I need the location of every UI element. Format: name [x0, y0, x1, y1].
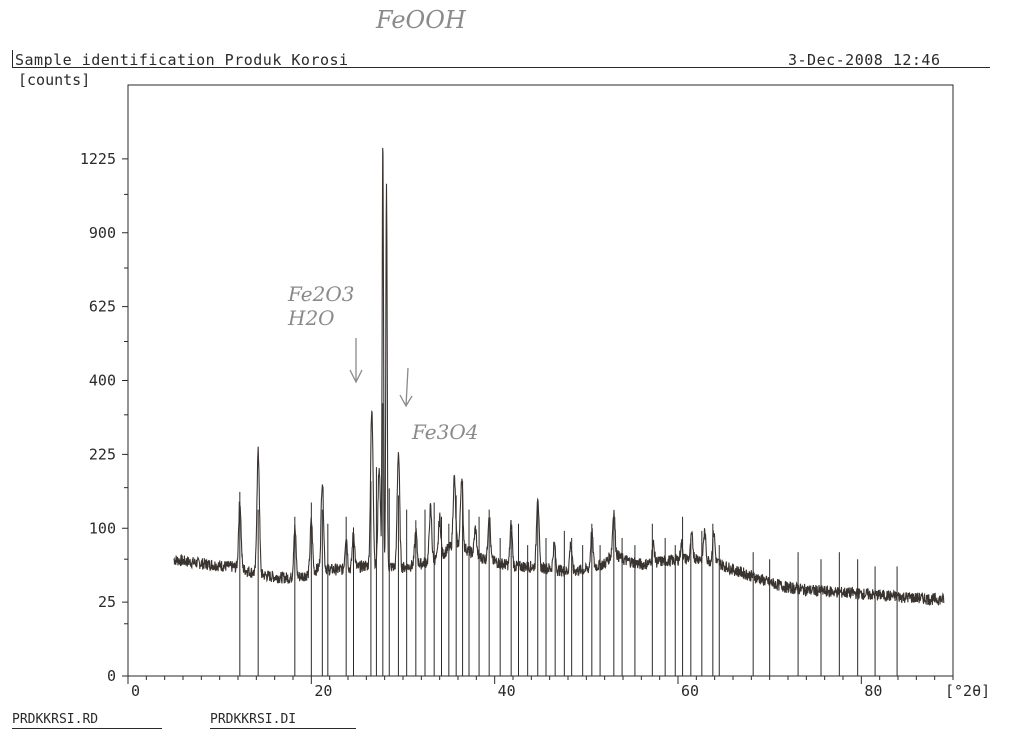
- timestamp: 3-Dec-2008 12:46: [788, 51, 941, 69]
- header-left-tick: [12, 50, 13, 67]
- y-axis-label: [counts]: [18, 71, 90, 89]
- y-tick-label: 100: [89, 519, 116, 537]
- x-tick-label: 40: [498, 682, 516, 700]
- x-tick-label: 60: [681, 682, 699, 700]
- x-axis-label: [°2θ]: [945, 682, 990, 700]
- y-tick-label: 400: [89, 372, 116, 390]
- handwritten-fe2o3-note: Fe2O3 H2O: [288, 282, 355, 330]
- pattern-trace-line: [173, 147, 945, 607]
- plot-frame: [127, 84, 954, 677]
- y-tick-label: 1225: [80, 150, 116, 168]
- file-label-di: PRDKKRSI.DI: [210, 712, 356, 729]
- x-tick-label: 0: [131, 682, 140, 700]
- chart-title: Sample identification Produk Korosi: [15, 51, 349, 69]
- reference-lines: [239, 403, 898, 676]
- annotation-arrows: [349, 338, 413, 408]
- title-rule: [12, 67, 990, 68]
- file-label-rd: PRDKKRSI.RD: [12, 712, 162, 729]
- arrow-fe3o4: [399, 367, 413, 408]
- handwritten-feooh-note: FeOOH: [376, 6, 466, 34]
- handwritten-fe3o4-note: Fe3O4: [412, 420, 479, 444]
- y-tick-label: 0: [107, 667, 116, 685]
- y-tick-label: 25: [98, 593, 116, 611]
- x-tick-label: 80: [864, 682, 882, 700]
- y-tick-label: 625: [89, 298, 116, 316]
- pattern-trace: [173, 147, 945, 607]
- y-tick-label: 225: [89, 445, 116, 463]
- y-tick-label: 900: [89, 224, 116, 242]
- x-tick-label: 20: [314, 682, 332, 700]
- chart-axes: 0 25 100 225 400 625 900 1225 [counts] 0 20 40 60 80 […: [18, 71, 990, 700]
- arrow-fe2o3: [349, 338, 363, 384]
